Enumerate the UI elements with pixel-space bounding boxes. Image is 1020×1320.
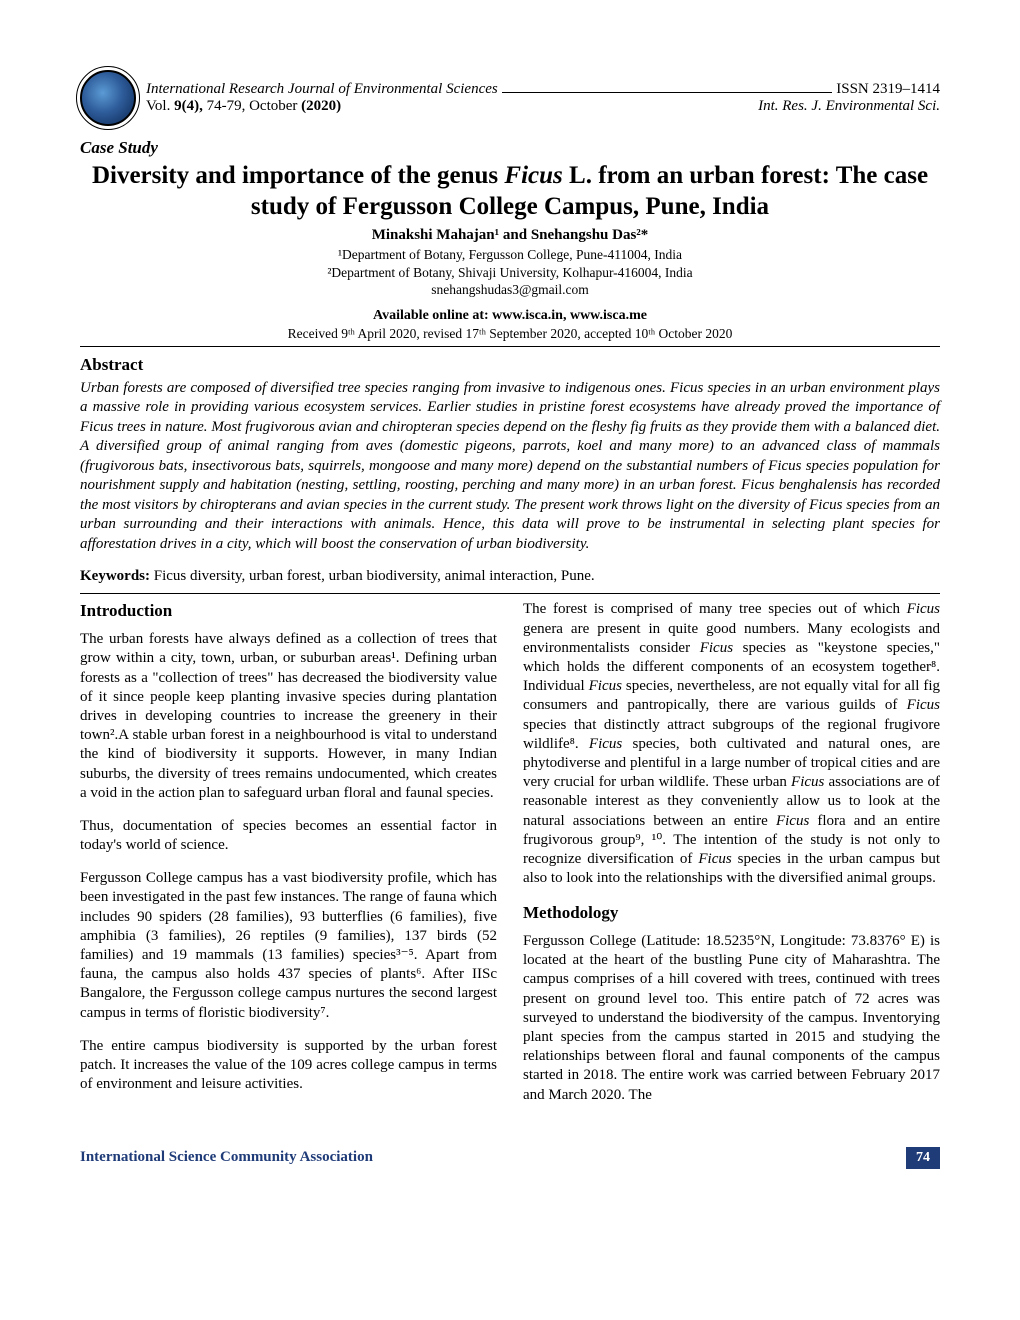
keywords-label: Keywords:	[80, 568, 150, 584]
page-footer: International Science Community Associat…	[80, 1147, 940, 1169]
journal-abbrev: Int. Res. J. Environmental Sci.	[758, 98, 940, 115]
intro-p5: The forest is comprised of many tree spe…	[523, 600, 940, 888]
affiliations: ¹Department of Botany, Fergusson College…	[80, 246, 940, 282]
title-italic: Ficus	[504, 162, 562, 189]
methodology-heading: Methodology	[523, 902, 940, 924]
journal-name: International Research Journal of Enviro…	[146, 81, 498, 98]
right-column: The forest is comprised of many tree spe…	[523, 600, 940, 1118]
abstract-body: Urban forests are composed of diversifie…	[80, 379, 940, 555]
article-title: Diversity and importance of the genus Fi…	[80, 160, 940, 223]
intro-p1: The urban forests have always defined as…	[80, 630, 497, 803]
intro-p3: Fergusson College campus has a vast biod…	[80, 869, 497, 1023]
volume-row: Vol. 9(4), 74-79, October (2020) Int. Re…	[146, 98, 940, 115]
keywords: Keywords: Ficus diversity, urban forest,…	[80, 568, 940, 585]
issn: ISSN 2319–1414	[836, 81, 940, 98]
intro-p2: Thus, documentation of species becomes a…	[80, 817, 497, 855]
authors: Minakshi Mahajan¹ and Snehangshu Das²*	[80, 227, 940, 244]
divider-rule	[80, 593, 940, 594]
introduction-heading: Introduction	[80, 600, 497, 622]
available-online: Available online at: www.isca.in, www.is…	[80, 308, 940, 324]
affiliation-2: ²Department of Botany, Shivaji Universit…	[80, 264, 940, 282]
keywords-text: Ficus diversity, urban forest, urban bio…	[150, 568, 595, 584]
method-p1: Fergusson College (Latitude: 18.5235°N, …	[523, 932, 940, 1105]
left-column: Introduction The urban forests have alwa…	[80, 600, 497, 1118]
body-columns: Introduction The urban forests have alwa…	[80, 600, 940, 1118]
volume-issue: Vol. 9(4), 74-79, October (2020)	[146, 98, 341, 115]
title-part1: Diversity and importance of the genus	[92, 162, 504, 189]
footer-association: International Science Community Associat…	[80, 1149, 373, 1166]
journal-name-row: International Research Journal of Enviro…	[146, 81, 940, 98]
journal-logo-icon	[80, 70, 136, 126]
header-rule	[502, 92, 833, 93]
page-number: 74	[906, 1147, 940, 1169]
journal-header: International Research Journal of Enviro…	[80, 70, 940, 126]
correspondence-email: snehangshudas3@gmail.com	[80, 282, 940, 298]
affiliation-1: ¹Department of Botany, Fergusson College…	[80, 246, 940, 264]
case-study-label: Case Study	[80, 138, 940, 158]
article-dates: Received 9ᵗʰ April 2020, revised 17ᵗʰ Se…	[80, 326, 940, 347]
journal-header-lines: International Research Journal of Enviro…	[146, 81, 940, 115]
abstract-heading: Abstract	[80, 355, 940, 375]
intro-p4: The entire campus biodiversity is suppor…	[80, 1037, 497, 1095]
